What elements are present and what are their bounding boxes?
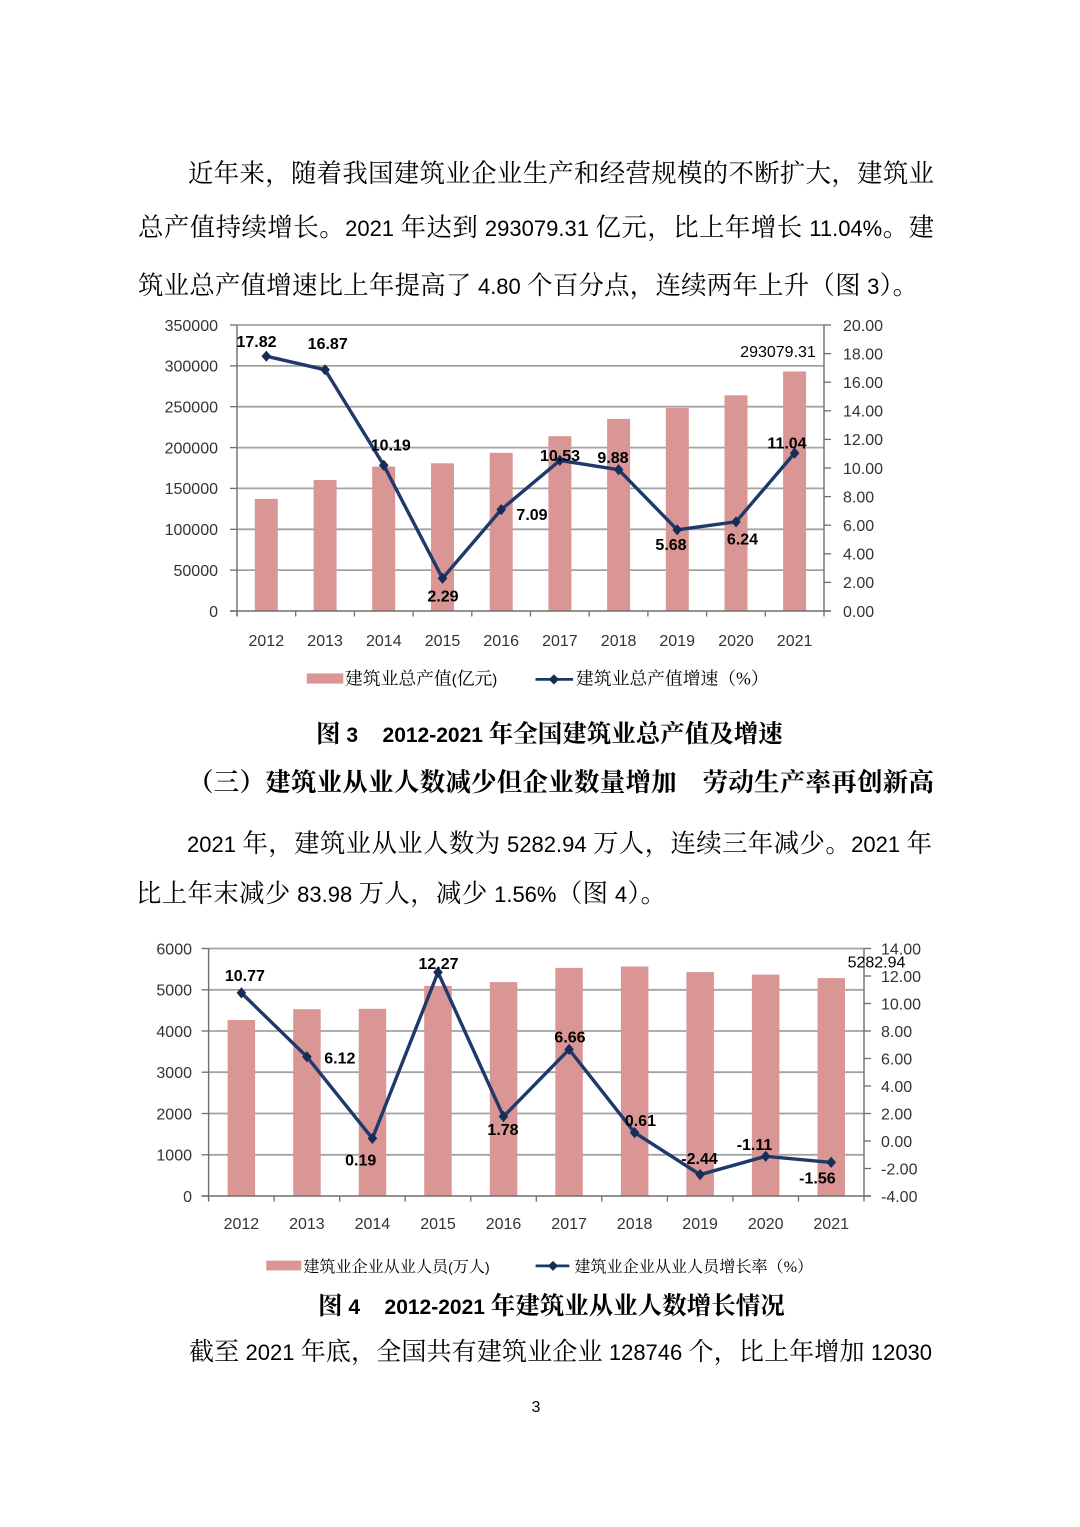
svg-text:10.00: 10.00 [881,996,921,1013]
svg-text:6.00: 6.00 [843,518,874,535]
svg-text:2020: 2020 [748,1216,784,1233]
svg-text:5.68: 5.68 [655,537,686,554]
svg-text:300000: 300000 [165,359,218,376]
svg-text:0.00: 0.00 [843,604,874,621]
svg-text:-1.56: -1.56 [799,1171,836,1188]
svg-text:4.00: 4.00 [843,547,874,564]
svg-text:6.00: 6.00 [881,1051,912,1068]
svg-text:2012: 2012 [249,633,285,650]
svg-text:100000: 100000 [165,522,218,539]
svg-text:6000: 6000 [156,941,192,958]
svg-text:2016: 2016 [486,1216,522,1233]
svg-text:2014: 2014 [355,1216,391,1233]
svg-text:16.87: 16.87 [308,336,348,353]
svg-text:10.19: 10.19 [371,437,411,454]
svg-text:12.27: 12.27 [418,956,458,973]
svg-text:0.00: 0.00 [881,1134,912,1151]
svg-text:建筑业总产值(亿元): 建筑业总产值(亿元) [345,668,497,688]
svg-text:50000: 50000 [174,563,219,580]
svg-text:17.82: 17.82 [236,334,276,351]
svg-text:10.00: 10.00 [843,461,883,478]
svg-text:2.29: 2.29 [427,588,458,605]
svg-text:2017: 2017 [542,633,578,650]
svg-text:6.12: 6.12 [324,1050,355,1067]
svg-text:-1.11: -1.11 [737,1137,773,1154]
svg-text:2019: 2019 [682,1216,718,1233]
svg-text:2013: 2013 [307,633,343,650]
svg-text:2012: 2012 [224,1216,260,1233]
svg-text:4.00: 4.00 [881,1079,912,1096]
svg-text:293079.31: 293079.31 [740,344,816,361]
svg-text:6.66: 6.66 [554,1029,585,1046]
svg-text:2017: 2017 [551,1216,587,1233]
svg-text:18.00: 18.00 [843,346,883,363]
svg-text:4000: 4000 [156,1024,192,1041]
svg-text:2013: 2013 [289,1216,325,1233]
svg-text:-2.00: -2.00 [881,1161,918,1178]
svg-text:200000: 200000 [165,440,218,457]
svg-text:150000: 150000 [165,481,218,498]
svg-text:6.24: 6.24 [727,531,758,548]
svg-text:0.61: 0.61 [625,1113,656,1130]
svg-text:11.04: 11.04 [767,435,806,452]
svg-text:14.00: 14.00 [881,941,921,958]
svg-text:1000: 1000 [156,1148,192,1165]
svg-text:10.77: 10.77 [225,968,265,985]
svg-text:16.00: 16.00 [843,375,883,392]
svg-text:0: 0 [183,1189,192,1206]
svg-text:5000: 5000 [156,983,192,1000]
svg-text:3000: 3000 [156,1065,192,1082]
svg-text:12.00: 12.00 [881,969,921,986]
svg-text:2020: 2020 [718,633,754,650]
svg-text:建筑业企业从业人员增长率（%）: 建筑业企业从业人员增长率（%） [574,1258,813,1276]
svg-text:350000: 350000 [165,318,218,335]
svg-text:10.53: 10.53 [540,448,580,465]
svg-text:2016: 2016 [483,633,519,650]
svg-text:2018: 2018 [601,633,637,650]
svg-text:2018: 2018 [617,1216,653,1233]
svg-text:1.78: 1.78 [487,1122,518,1139]
svg-text:2021: 2021 [777,633,813,650]
svg-text:2000: 2000 [156,1106,192,1123]
svg-text:2019: 2019 [659,633,695,650]
svg-text:8.00: 8.00 [881,1024,912,1041]
svg-text:0.19: 0.19 [345,1153,376,1170]
svg-text:2021: 2021 [813,1216,849,1233]
svg-text:2.00: 2.00 [843,575,874,592]
svg-text:5282.94: 5282.94 [848,955,906,972]
svg-text:0: 0 [209,604,218,621]
svg-text:-4.00: -4.00 [881,1189,918,1206]
svg-text:建筑业总产值增速（%）: 建筑业总产值增速（%） [576,668,769,688]
svg-text:2014: 2014 [366,633,402,650]
svg-text:12.00: 12.00 [843,432,883,449]
svg-text:2.00: 2.00 [881,1106,912,1123]
svg-text:250000: 250000 [165,400,218,417]
svg-text:14.00: 14.00 [843,404,883,421]
svg-text:2015: 2015 [420,1216,456,1233]
svg-text:9.88: 9.88 [597,450,628,467]
svg-text:20.00: 20.00 [843,318,883,335]
svg-text:2015: 2015 [425,633,461,650]
svg-text:8.00: 8.00 [843,489,874,506]
svg-text:-2.44: -2.44 [681,1151,718,1168]
svg-text:7.09: 7.09 [516,507,547,524]
svg-text:建筑业企业从业人员(万人): 建筑业企业从业人员(万人) [303,1258,489,1276]
